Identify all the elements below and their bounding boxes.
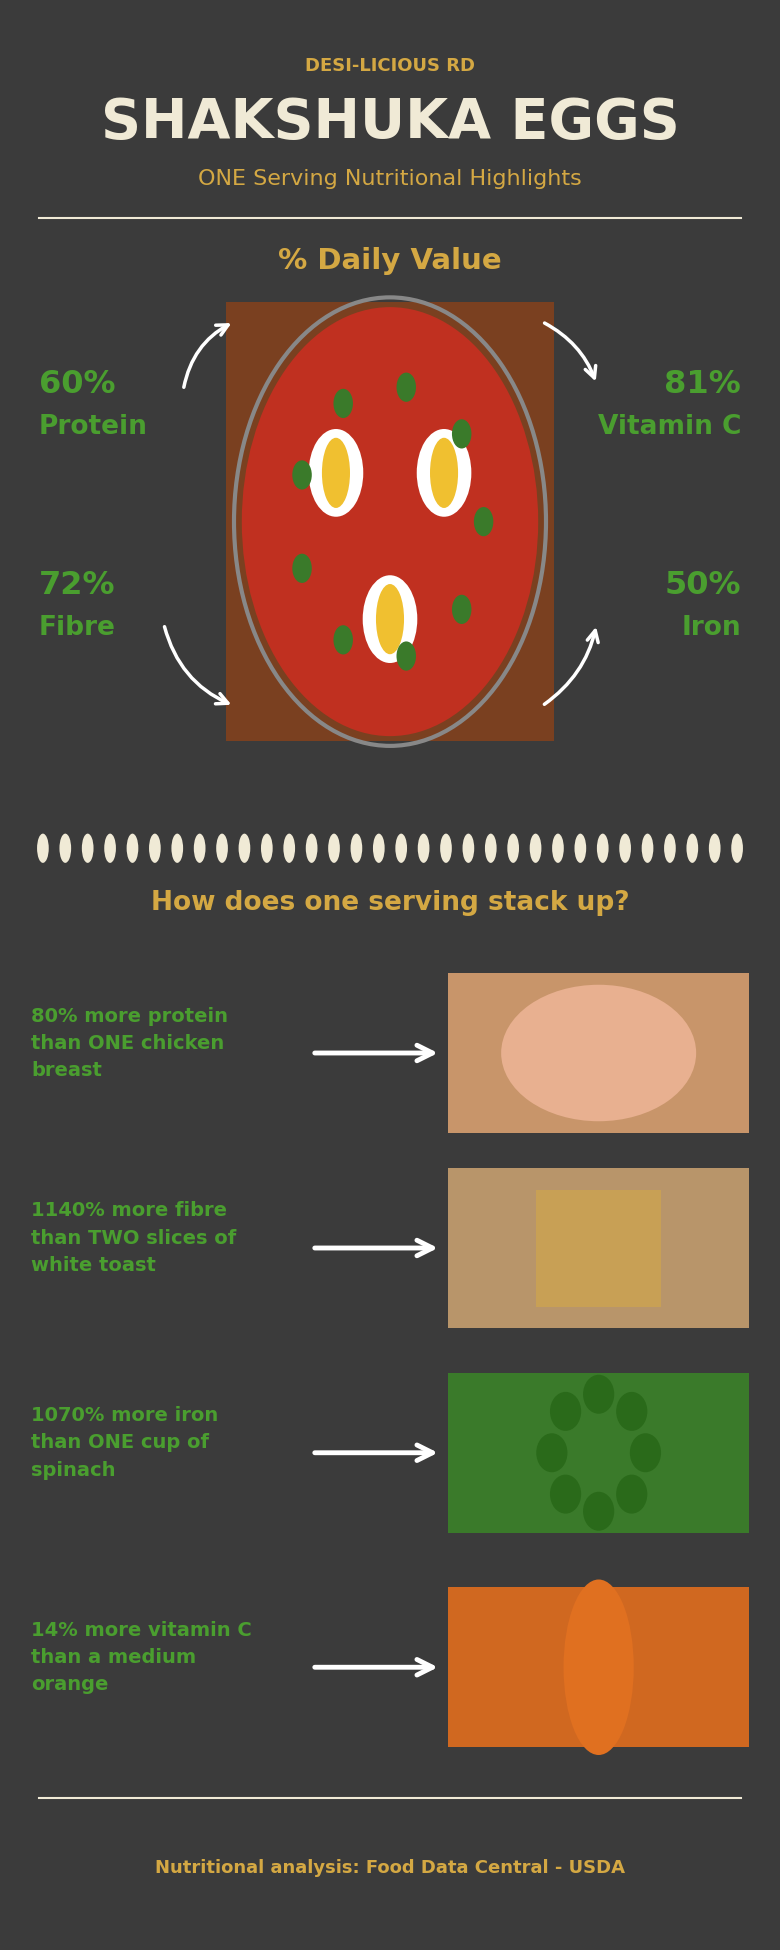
Ellipse shape [292,460,312,489]
Ellipse shape [452,419,471,448]
Text: 80% more protein
than ONE chicken
breast: 80% more protein than ONE chicken breast [31,1006,229,1080]
Circle shape [530,835,541,862]
Bar [448,1168,749,1328]
Ellipse shape [242,308,538,737]
Circle shape [376,585,404,655]
Circle shape [105,835,116,862]
Circle shape [126,835,138,862]
Ellipse shape [550,1392,581,1431]
Ellipse shape [333,626,353,655]
Bar [226,302,554,741]
Circle shape [418,835,430,862]
Ellipse shape [334,388,353,417]
Text: 1070% more iron
than ONE cup of
spinach: 1070% more iron than ONE cup of spinach [31,1406,218,1480]
Circle shape [172,835,183,862]
Text: Protein: Protein [39,413,148,441]
Text: Iron: Iron [682,614,741,642]
Ellipse shape [396,372,416,402]
Circle shape [731,835,743,862]
Text: DESI-LICIOUS RD: DESI-LICIOUS RD [305,57,475,76]
Circle shape [82,835,94,862]
Text: 60%: 60% [39,369,115,400]
Bar [448,1373,749,1533]
Ellipse shape [550,1474,581,1513]
Ellipse shape [396,642,416,671]
Text: Nutritional analysis: Food Data Central - USDA: Nutritional analysis: Food Data Central … [155,1858,625,1878]
Text: SHAKSHUKA EGGS: SHAKSHUKA EGGS [101,96,679,150]
Circle shape [463,835,474,862]
Text: % Daily Value: % Daily Value [278,248,502,275]
Circle shape [686,835,698,862]
Circle shape [552,835,564,862]
Bar [448,973,749,1133]
Circle shape [216,835,228,862]
Text: 72%: 72% [39,569,115,601]
Circle shape [642,835,654,862]
Ellipse shape [501,985,696,1121]
Circle shape [440,835,452,862]
Circle shape [149,835,161,862]
Circle shape [395,835,407,862]
Ellipse shape [363,575,417,663]
Circle shape [328,835,340,862]
Ellipse shape [616,1474,647,1513]
Ellipse shape [474,507,494,536]
Circle shape [239,835,250,862]
Circle shape [430,439,458,509]
Ellipse shape [417,429,471,517]
Ellipse shape [616,1392,647,1431]
Text: How does one serving stack up?: How does one serving stack up? [151,889,629,916]
Text: 81%: 81% [665,369,741,400]
Text: Vitamin C: Vitamin C [597,413,741,441]
Circle shape [350,835,362,862]
Ellipse shape [537,1433,568,1472]
Circle shape [619,835,631,862]
Ellipse shape [309,429,363,517]
Circle shape [37,835,48,862]
Circle shape [283,835,295,862]
Text: 1140% more fibre
than TWO slices of
white toast: 1140% more fibre than TWO slices of whit… [31,1201,236,1275]
Text: 14% more vitamin C
than a medium
orange: 14% more vitamin C than a medium orange [31,1620,252,1695]
Ellipse shape [292,554,312,583]
Bar [448,1587,749,1747]
Text: Fibre: Fibre [39,614,116,642]
Circle shape [709,835,721,862]
Bar [537,1190,661,1306]
Text: ONE Serving Nutritional Highlights: ONE Serving Nutritional Highlights [198,170,582,189]
Circle shape [597,835,608,862]
Circle shape [261,835,273,862]
Circle shape [507,835,519,862]
Circle shape [306,835,317,862]
Circle shape [664,835,675,862]
Ellipse shape [452,595,471,624]
Ellipse shape [583,1492,615,1531]
Ellipse shape [629,1433,661,1472]
Text: 50%: 50% [665,569,741,601]
Circle shape [575,835,587,862]
Circle shape [59,835,71,862]
Circle shape [322,439,350,509]
Circle shape [193,835,205,862]
Ellipse shape [583,1375,615,1414]
Circle shape [485,835,497,862]
Circle shape [563,1580,633,1755]
Circle shape [373,835,385,862]
